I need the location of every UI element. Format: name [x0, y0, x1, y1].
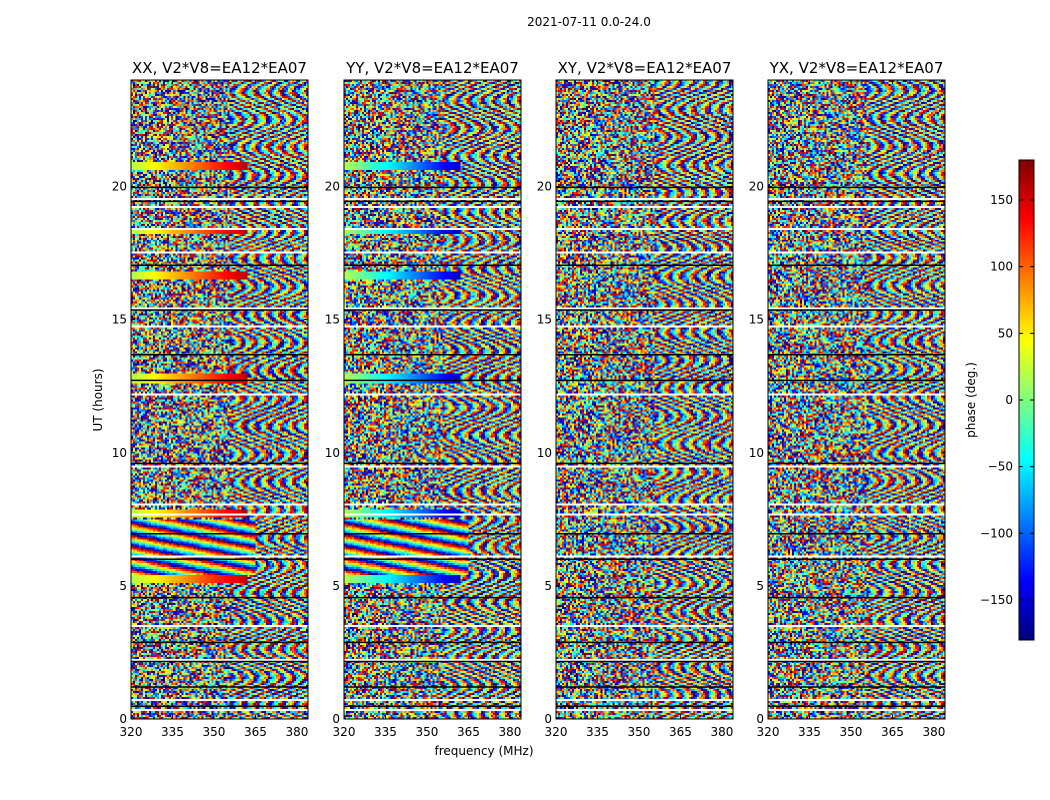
y-tick-label: 0 — [544, 712, 552, 726]
x-tick-label: 320 — [333, 725, 356, 739]
phase-heatmap — [556, 80, 733, 719]
phase-heatmap — [131, 80, 308, 719]
panel-xx: XX, V2*V8=EA12*EA07 320 335 350 365 380 0 5 10 15… — [112, 59, 309, 739]
colorbar-ticks: 150 100 50 0 −50 −100 −150 — [980, 193, 1034, 607]
x-tick-label: 335 — [161, 725, 184, 739]
y-tick-label: 20 — [749, 180, 764, 194]
x-tick-label: 350 — [203, 725, 226, 739]
colorbar-tick-label: −150 — [980, 593, 1013, 607]
y-tick-label: 10 — [325, 446, 340, 460]
y-tick-label: 5 — [756, 579, 764, 593]
panel-title: XY, V2*V8=EA12*EA07 — [558, 59, 732, 77]
colorbar-tick-label: 150 — [990, 193, 1013, 207]
colorbar-tick-label: −50 — [988, 460, 1013, 474]
x-tick-label: 365 — [669, 725, 692, 739]
y-tick-label: 10 — [537, 446, 552, 460]
x-tick-label: 320 — [757, 725, 780, 739]
panel-frame — [767, 79, 946, 720]
panels-layer: XX, V2*V8=EA12*EA07 320 335 350 365 380 0 5 10 15… — [112, 59, 946, 739]
x-tick-label: 335 — [798, 725, 821, 739]
x-axis-label: frequency (MHz) — [434, 744, 533, 758]
x-tick-label: 380 — [710, 725, 733, 739]
colorbar-tick-label: 100 — [990, 260, 1013, 274]
colorbar-tick-label: −100 — [980, 526, 1013, 540]
y-tick-label: 10 — [112, 446, 127, 460]
y-tick-label: 10 — [749, 446, 764, 460]
x-tick-label: 320 — [120, 725, 143, 739]
phase-heatmap — [768, 80, 945, 719]
panel-yx: YX, V2*V8=EA12*EA07 320 335 350 365 380 0 5 10 15… — [749, 59, 946, 739]
x-tick-label: 320 — [545, 725, 568, 739]
panel-xy: XY, V2*V8=EA12*EA07 320 335 350 365 380 0 5 10 15… — [537, 59, 734, 739]
x-tick-label: 350 — [628, 725, 651, 739]
colorbar-label: phase (deg.) — [964, 362, 978, 438]
y-tick-label: 0 — [756, 712, 764, 726]
y-tick-label: 20 — [325, 180, 340, 194]
panel-frame — [130, 79, 309, 720]
y-tick-label: 5 — [332, 579, 340, 593]
y-axis-label: UT (hours) — [91, 368, 105, 431]
x-tick-label: 380 — [498, 725, 521, 739]
x-tick-label: 380 — [922, 725, 945, 739]
colorbar-tick-label: 0 — [1005, 393, 1013, 407]
y-tick-label: 5 — [119, 579, 127, 593]
panel-title: YX, V2*V8=EA12*EA07 — [769, 59, 944, 77]
panel-title: XX, V2*V8=EA12*EA07 — [132, 59, 307, 77]
x-tick-label: 350 — [416, 725, 439, 739]
y-tick-label: 15 — [325, 313, 340, 327]
panel-frame — [555, 79, 734, 720]
x-tick-label: 380 — [285, 725, 308, 739]
panel-frame — [343, 79, 522, 720]
y-tick-label: 20 — [112, 180, 127, 194]
phase-heatmap — [344, 80, 521, 719]
x-tick-label: 335 — [586, 725, 609, 739]
colorbar: 150 100 50 0 −50 −100 −150 phase (deg.) — [964, 159, 1035, 641]
y-tick-label: 5 — [544, 579, 552, 593]
y-tick-label: 20 — [537, 180, 552, 194]
panel-title: YY, V2*V8=EA12*EA07 — [345, 59, 519, 77]
x-tick-label: 365 — [881, 725, 904, 739]
y-tick-label: 15 — [537, 313, 552, 327]
y-tick-label: 0 — [332, 712, 340, 726]
x-tick-label: 365 — [244, 725, 267, 739]
y-tick-label: 15 — [112, 313, 127, 327]
colorbar-tick-label: 50 — [998, 326, 1013, 340]
x-tick-label: 365 — [457, 725, 480, 739]
x-tick-label: 350 — [840, 725, 863, 739]
panel-yy: YY, V2*V8=EA12*EA07 320 335 350 365 380 0 5 10 15… — [325, 59, 522, 739]
x-tick-label: 335 — [374, 725, 397, 739]
figure-suptitle: 2021-07-11 0.0-24.0 — [527, 15, 651, 29]
y-tick-label: 15 — [749, 313, 764, 327]
y-tick-label: 0 — [119, 712, 127, 726]
